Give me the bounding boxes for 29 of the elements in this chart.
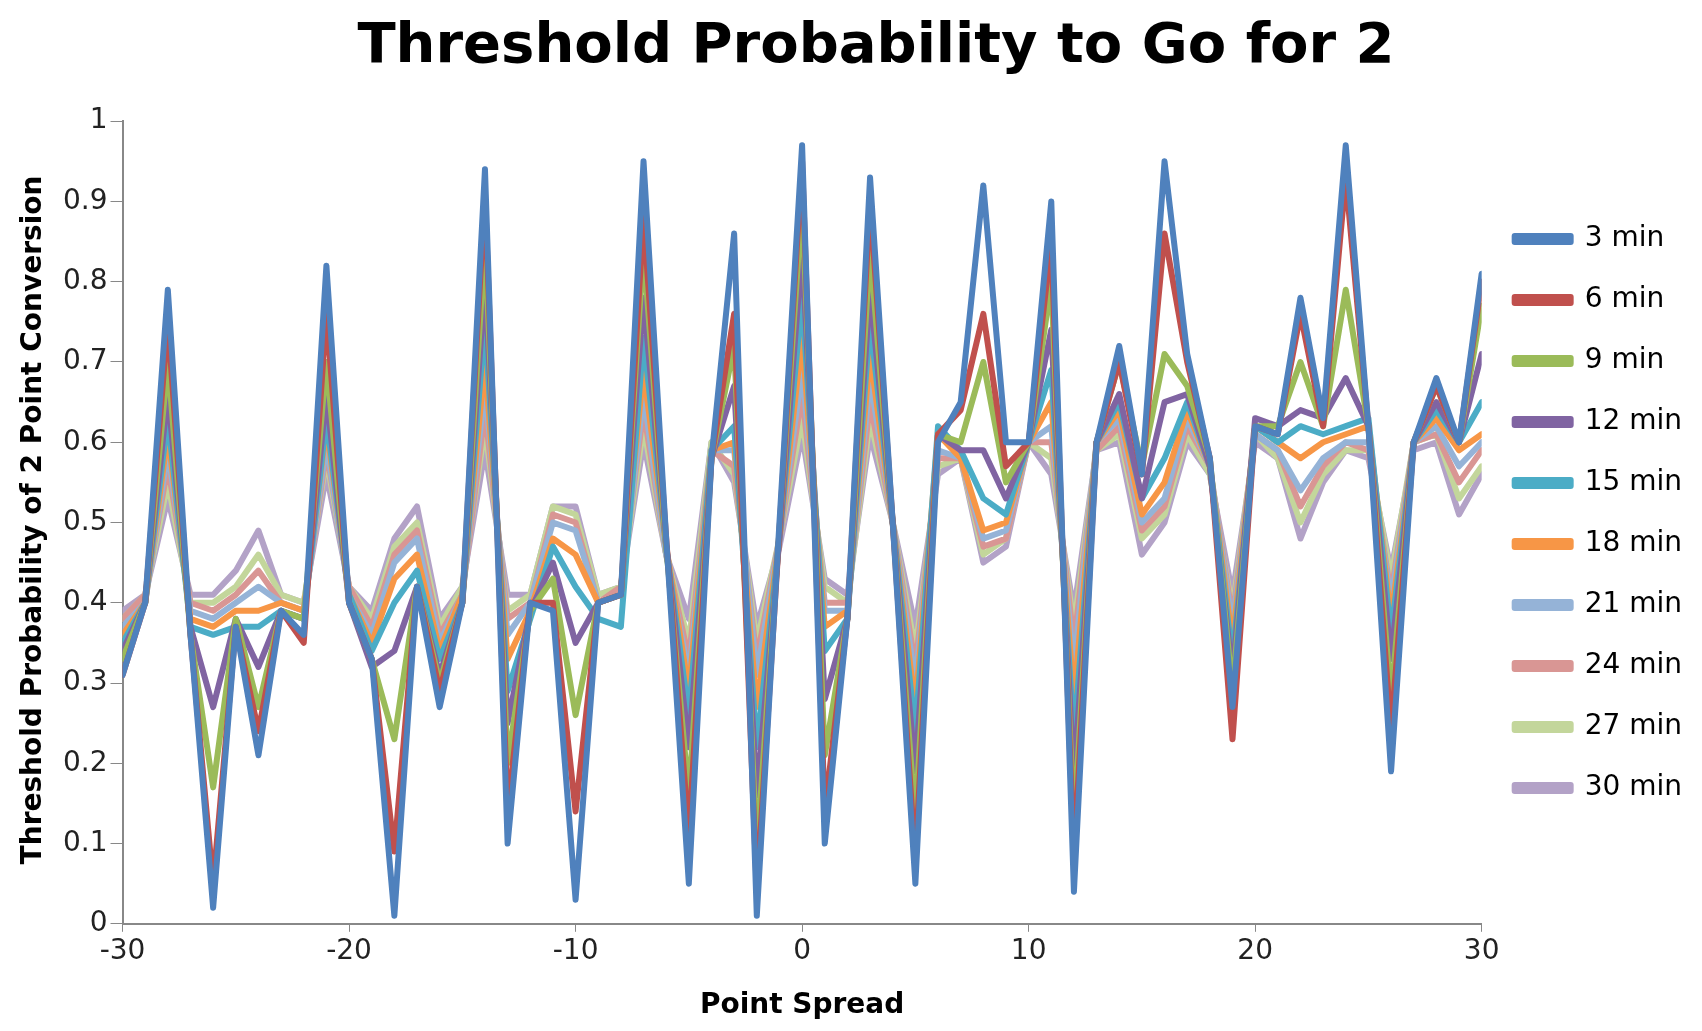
y-tick-label: 0.2 [63, 744, 108, 778]
x-tick-label: -20 [326, 932, 372, 966]
legend-label: 12 min [1584, 403, 1683, 437]
legend-label: 30 min [1584, 769, 1683, 803]
y-tick-label: 1 [89, 102, 108, 136]
legend-label: 27 min [1584, 708, 1683, 742]
chart-title: Threshold Probability to Go for 2 [357, 10, 1395, 76]
legend-label: 21 min [1584, 586, 1683, 620]
y-tick-label: 0.1 [63, 824, 108, 858]
x-axis-title: Point Spread [699, 987, 905, 1021]
x-tick-label: 30 [1463, 932, 1500, 966]
legend-label: 3 min [1584, 220, 1665, 254]
x-tick-label: 20 [1237, 932, 1273, 966]
y-tick-label: 0.6 [63, 423, 108, 457]
y-tick-label: 0.9 [63, 182, 108, 216]
legend-label: 15 min [1584, 464, 1683, 498]
y-tick-label: 0.4 [63, 584, 108, 618]
x-tick-label: 0 [793, 932, 812, 966]
legend-label: 9 min [1584, 342, 1665, 376]
y-tick-label: 0.5 [63, 503, 108, 537]
y-tick-label: 0.8 [63, 263, 108, 296]
y-tick-label: 0.7 [63, 343, 108, 377]
y-tick-label: 0.3 [63, 664, 108, 698]
y-axis-title: Threshold Probability of 2 Point Conversion [14, 174, 49, 867]
legend-label: 6 min [1584, 281, 1665, 315]
x-tick-label: -10 [552, 932, 599, 966]
x-tick-label: 10 [1010, 932, 1047, 966]
legend-label: 24 min [1584, 647, 1683, 681]
legend-label: 18 min [1584, 525, 1683, 559]
